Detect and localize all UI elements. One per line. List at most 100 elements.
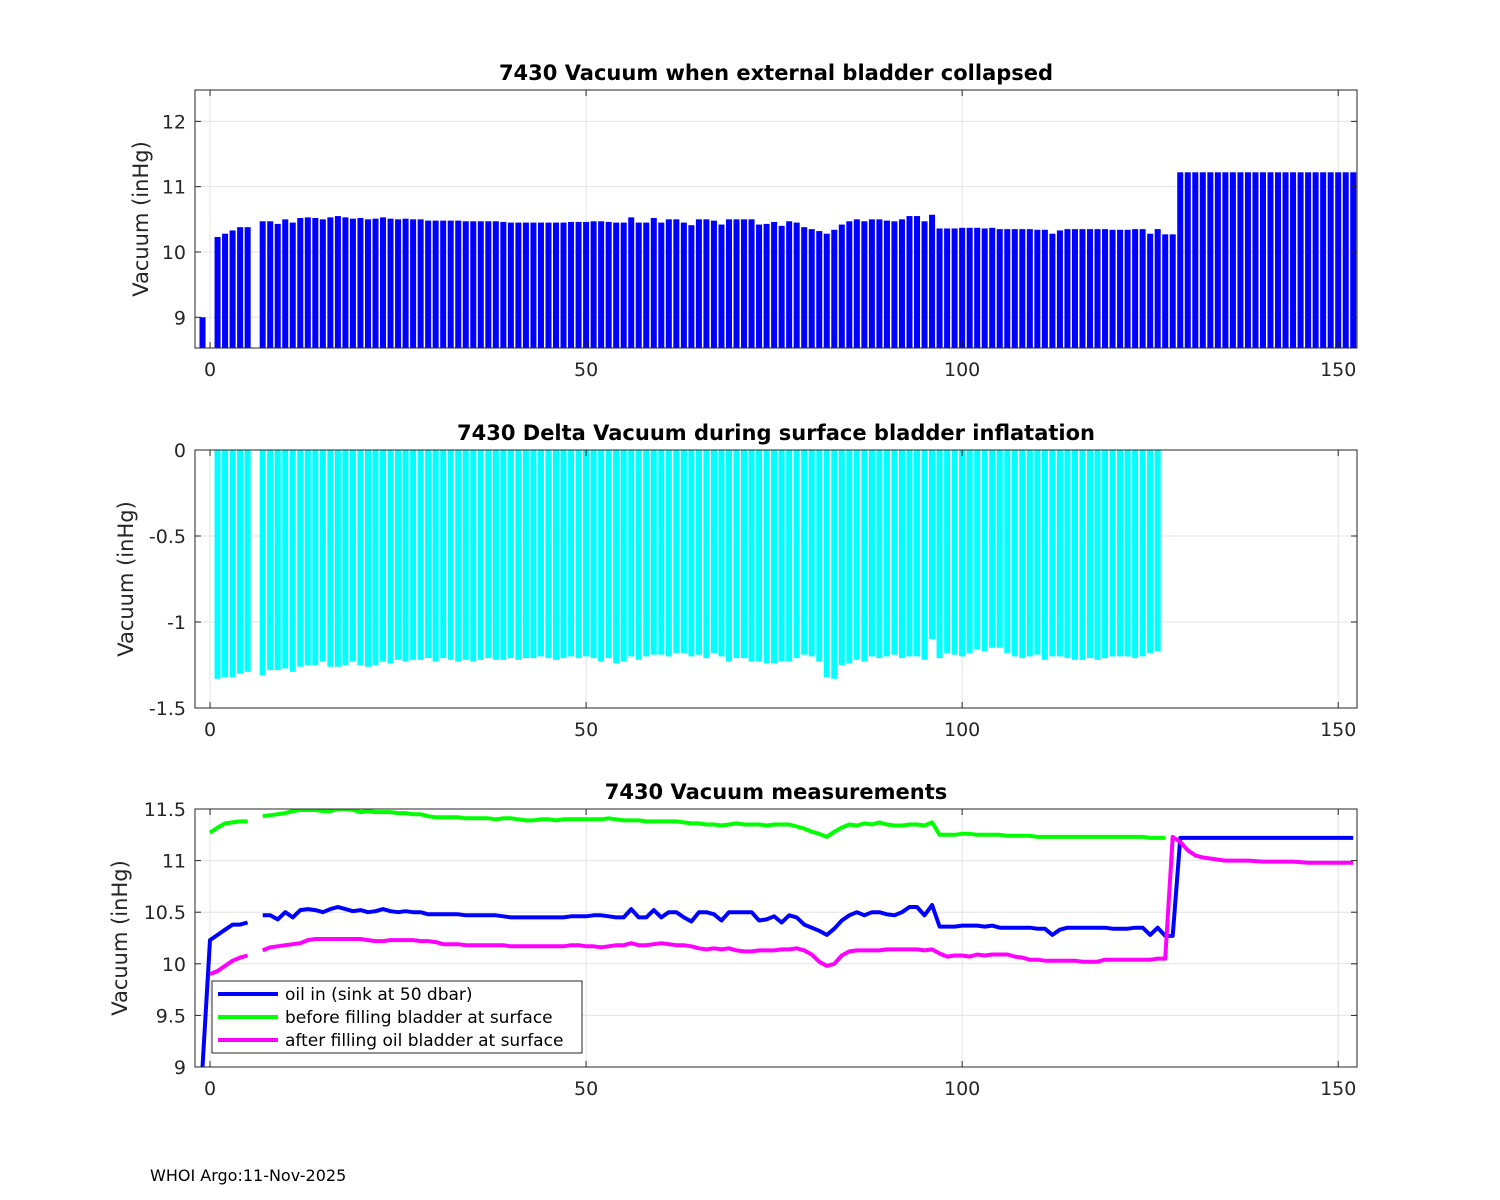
- x-tick-label: 100: [944, 1078, 980, 1100]
- bar: [1184, 172, 1191, 348]
- bar: [545, 450, 552, 659]
- bar: [1320, 172, 1327, 348]
- bar: [425, 450, 432, 659]
- bar: [1004, 229, 1011, 348]
- bar: [515, 450, 522, 660]
- bar: [462, 221, 469, 348]
- chart-title: 7430 Vacuum when external bladder collap…: [499, 61, 1053, 85]
- bar: [966, 227, 973, 348]
- bar: [477, 450, 484, 660]
- bar: [244, 227, 251, 348]
- bar: [944, 450, 951, 653]
- bar: [688, 225, 695, 348]
- y-tick-label: -1.5: [149, 698, 186, 720]
- bar: [1004, 450, 1011, 653]
- bar: [710, 220, 717, 348]
- bar: [410, 450, 417, 660]
- bar: [1049, 450, 1056, 657]
- bar: [1154, 450, 1161, 652]
- bar: [868, 450, 875, 657]
- bar: [417, 219, 424, 348]
- bar: [1124, 450, 1131, 657]
- bar: [996, 450, 1003, 648]
- bar: [395, 219, 402, 348]
- bar: [891, 221, 898, 348]
- bar: [372, 218, 379, 348]
- bar: [763, 450, 770, 664]
- bar: [1132, 450, 1139, 659]
- bar: [643, 450, 650, 657]
- axes-box: [194, 808, 1358, 1068]
- bar: [831, 229, 838, 348]
- bar: [996, 229, 1003, 348]
- bar: [214, 450, 221, 679]
- bar: [417, 450, 424, 660]
- bar: [951, 228, 958, 348]
- bar: [1214, 172, 1221, 348]
- bar: [349, 218, 356, 348]
- bar: [831, 450, 838, 679]
- bar: [1019, 229, 1026, 348]
- bar: [334, 450, 341, 667]
- bar: [319, 450, 326, 662]
- bar: [756, 450, 763, 662]
- bar: [1282, 172, 1289, 348]
- bar: [688, 450, 695, 657]
- bar: [959, 450, 966, 657]
- bar: [951, 450, 958, 655]
- bar: [1026, 229, 1033, 348]
- bar: [447, 220, 454, 348]
- bar: [537, 450, 544, 657]
- bar: [1312, 172, 1319, 348]
- bar: [553, 222, 560, 348]
- bar: [432, 220, 439, 348]
- bar: [312, 450, 319, 665]
- bar: [613, 450, 620, 664]
- bar: [380, 217, 387, 348]
- bar: [590, 221, 597, 348]
- bar: [537, 222, 544, 348]
- bar: [635, 222, 642, 348]
- bar: [808, 229, 815, 348]
- bar: [349, 450, 356, 662]
- bar: [838, 450, 845, 665]
- bar: [906, 450, 913, 657]
- bar: [914, 216, 921, 348]
- legend-entry-before-filling: before filling bladder at surface: [285, 1008, 553, 1028]
- bar: [658, 222, 665, 348]
- bar: [605, 221, 612, 348]
- bar: [981, 450, 988, 652]
- bar: [786, 221, 793, 348]
- bar: [1335, 172, 1342, 348]
- bar: [237, 227, 244, 348]
- bar: [989, 227, 996, 348]
- bar: [665, 219, 672, 348]
- bar: [793, 222, 800, 348]
- bar: [929, 450, 936, 640]
- bar: [771, 450, 778, 664]
- bar: [748, 219, 755, 348]
- x-tick-label: 150: [1320, 359, 1356, 381]
- bar: [898, 450, 905, 659]
- bar: [327, 217, 334, 348]
- series-line-2: [208, 819, 248, 835]
- bar: [891, 450, 898, 655]
- bar: [1192, 172, 1199, 348]
- bar: [883, 450, 890, 657]
- bar: [267, 221, 274, 348]
- chart-title: 7430 Delta Vacuum during surface bladder…: [457, 421, 1095, 445]
- bar: [312, 218, 319, 348]
- x-tick-label: 150: [1320, 1078, 1356, 1100]
- bar: [568, 221, 575, 348]
- bar: [741, 219, 748, 348]
- y-tick-label: 0: [174, 440, 186, 462]
- bar: [500, 450, 507, 660]
- bar: [801, 450, 808, 655]
- bar: [282, 219, 289, 348]
- bar: [560, 222, 567, 348]
- bar: [530, 450, 537, 659]
- bar: [222, 233, 229, 348]
- x-tick-label: 50: [574, 359, 598, 381]
- bar: [1237, 172, 1244, 348]
- bar: [643, 222, 650, 348]
